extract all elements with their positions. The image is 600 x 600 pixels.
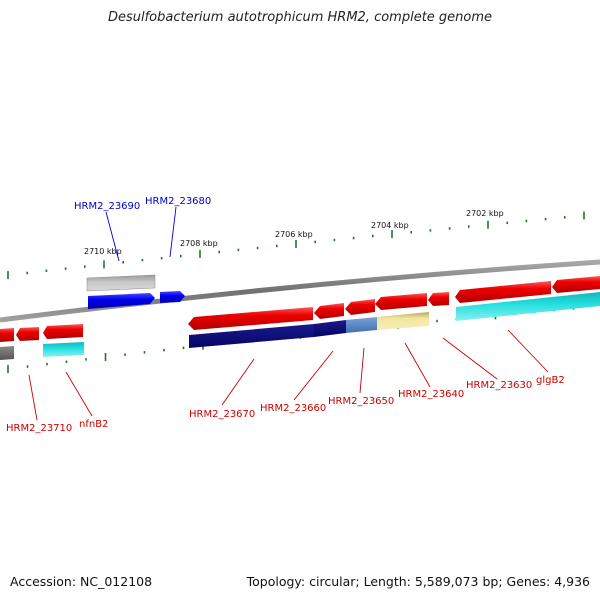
forward-strand-track bbox=[0, 274, 600, 342]
gene-red-edge-1[interactable] bbox=[0, 328, 14, 342]
gene-glgb2-red-1[interactable] bbox=[455, 281, 551, 303]
gene-glgb2[interactable] bbox=[456, 292, 600, 321]
label-hrm2-23640[interactable]: HRM2_23640 bbox=[398, 389, 464, 400]
gene-hrm2-23680[interactable] bbox=[160, 291, 185, 303]
leader-nfnb2 bbox=[65, 371, 93, 417]
label-leader-lines bbox=[28, 206, 549, 421]
gene-hrm2-23710-darkgrey[interactable] bbox=[0, 346, 14, 360]
leader-hrm2-23660 bbox=[293, 350, 334, 401]
leader-hrm2-23690 bbox=[105, 211, 120, 262]
gene-hrm2-23660[interactable] bbox=[314, 320, 346, 337]
leader-hrm2-23670 bbox=[221, 358, 255, 406]
gene-hrm2-23690[interactable] bbox=[88, 293, 155, 309]
leader-hrm2-23640 bbox=[404, 342, 431, 388]
ruler-label-2708: 2708 kbp bbox=[180, 239, 218, 248]
accession-text: Accession: NC_012108 bbox=[10, 574, 153, 589]
label-hrm2-23680[interactable]: HRM2_23680 bbox=[145, 196, 211, 207]
label-hrm2-23690[interactable]: HRM2_23690 bbox=[74, 201, 140, 212]
label-hrm2-23630[interactable]: HRM2_23630 bbox=[466, 380, 532, 391]
label-glgb2[interactable]: glgB2 bbox=[536, 375, 565, 386]
reverse-strand-track bbox=[0, 292, 600, 360]
gene-hrm2-23650[interactable] bbox=[346, 317, 377, 333]
gene-hrm2-23670-red[interactable] bbox=[188, 307, 313, 330]
gene-glgb2-red-2[interactable] bbox=[552, 276, 600, 293]
ruler-label-2702: 2702 kbp bbox=[466, 209, 504, 218]
gene-hrm2-23640[interactable] bbox=[377, 312, 429, 330]
leader-hrm2-23680 bbox=[169, 206, 177, 258]
gene-hrm2-23670[interactable] bbox=[189, 324, 314, 348]
gene-red-edge-3[interactable] bbox=[43, 324, 83, 339]
gene-hrm2-23660-red[interactable] bbox=[314, 303, 344, 319]
genome-summary-text: Topology: circular; Length: 5,589,073 bp… bbox=[246, 574, 590, 589]
label-hrm2-23670[interactable]: HRM2_23670 bbox=[189, 409, 255, 420]
label-hrm2-23660[interactable]: HRM2_23660 bbox=[260, 403, 326, 414]
leader-hrm2-23710 bbox=[28, 374, 38, 421]
gene-hrm2-23690-grey[interactable] bbox=[86, 274, 156, 292]
genome-backbone bbox=[0, 259, 600, 323]
gene-hrm2-23630-red[interactable] bbox=[428, 292, 449, 306]
ruler-label-2704: 2704 kbp bbox=[371, 221, 409, 230]
leader-glgb2 bbox=[507, 329, 549, 373]
gene-red-edge-2[interactable] bbox=[16, 327, 39, 341]
gene-nfnb2[interactable] bbox=[43, 342, 84, 357]
leader-hrm2-23650 bbox=[359, 347, 365, 394]
label-nfnb2[interactable]: nfnB2 bbox=[79, 419, 108, 430]
ruler-label-2710: 2710 kbp bbox=[84, 247, 122, 256]
label-hrm2-23710[interactable]: HRM2_23710 bbox=[6, 423, 72, 434]
genome-title: Desulfobacterium autotrophicum HRM2, com… bbox=[107, 10, 493, 25]
ruler-label-2706: 2706 kbp bbox=[275, 230, 313, 239]
leader-hrm2-23630 bbox=[442, 337, 498, 380]
outer-ruler-ticks bbox=[7, 211, 585, 280]
gene-hrm2-23640-red[interactable] bbox=[375, 293, 427, 310]
gene-hrm2-23650-red[interactable] bbox=[345, 299, 375, 315]
label-hrm2-23650[interactable]: HRM2_23650 bbox=[328, 396, 394, 407]
